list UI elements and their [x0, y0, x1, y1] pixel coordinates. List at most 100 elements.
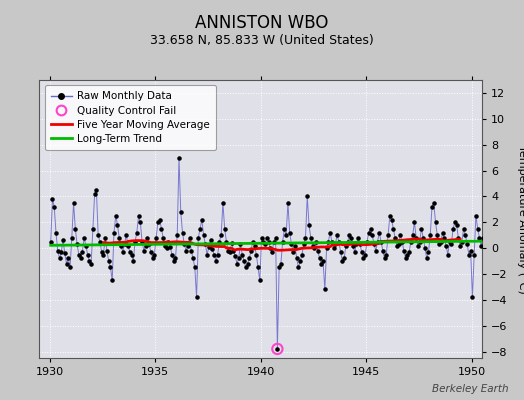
Point — [175, 154, 183, 161]
Point — [250, 242, 259, 249]
Point — [256, 277, 264, 284]
Point — [280, 226, 289, 232]
Point — [162, 245, 171, 251]
Point — [83, 251, 92, 258]
Point — [333, 232, 341, 238]
Point — [157, 226, 166, 232]
Point — [395, 241, 403, 248]
Point — [227, 240, 236, 246]
Point — [131, 238, 139, 245]
Point — [447, 241, 455, 248]
Point — [212, 258, 220, 264]
Point — [491, 238, 499, 245]
Point — [401, 255, 410, 262]
Point — [487, 251, 496, 258]
Point — [384, 232, 392, 238]
Point — [375, 229, 384, 236]
Point — [48, 196, 57, 202]
Point — [243, 260, 252, 267]
Point — [294, 264, 303, 271]
Point — [182, 248, 190, 254]
Point — [185, 234, 194, 241]
Point — [449, 226, 457, 232]
Point — [192, 294, 201, 300]
Point — [463, 241, 471, 248]
Point — [303, 193, 311, 200]
Point — [143, 234, 151, 241]
Point — [391, 234, 399, 241]
Point — [444, 251, 452, 258]
Point — [133, 229, 141, 236]
Point — [410, 219, 419, 226]
Point — [238, 251, 246, 258]
Point — [421, 245, 429, 251]
Point — [482, 229, 490, 236]
Point — [466, 248, 475, 254]
Point — [235, 255, 243, 262]
Point — [219, 200, 227, 206]
Point — [166, 244, 174, 250]
Point — [409, 232, 417, 238]
Point — [82, 242, 90, 249]
Point — [278, 238, 287, 245]
Point — [59, 237, 67, 244]
Point — [361, 251, 369, 258]
Point — [277, 260, 285, 267]
Point — [324, 238, 333, 245]
Point — [196, 226, 204, 232]
Text: Berkeley Earth: Berkeley Earth — [432, 384, 508, 394]
Point — [286, 229, 294, 236]
Point — [387, 216, 396, 223]
Point — [104, 258, 113, 264]
Point — [112, 212, 120, 219]
Point — [440, 234, 449, 241]
Point — [115, 234, 124, 241]
Point — [259, 238, 268, 245]
Point — [310, 245, 319, 251]
Point — [396, 232, 405, 238]
Point — [91, 190, 99, 197]
Point — [150, 251, 159, 258]
Point — [57, 249, 66, 255]
Point — [301, 234, 310, 241]
Point — [321, 286, 329, 293]
Point — [442, 242, 450, 249]
Point — [386, 212, 394, 219]
Point — [422, 255, 431, 262]
Point — [424, 249, 433, 255]
Point — [380, 255, 389, 262]
Point — [94, 232, 102, 238]
Point — [271, 234, 280, 241]
Point — [240, 258, 248, 264]
Point — [315, 255, 324, 262]
Point — [266, 245, 275, 251]
Point — [77, 255, 85, 262]
Point — [136, 219, 145, 226]
Point — [412, 234, 420, 241]
Point — [351, 249, 359, 255]
Point — [312, 238, 320, 245]
Point — [292, 255, 301, 262]
Point — [215, 238, 224, 245]
Point — [66, 264, 74, 271]
Point — [326, 229, 334, 236]
Point — [365, 229, 373, 236]
Point — [335, 238, 343, 245]
Point — [80, 234, 89, 241]
Point — [113, 222, 122, 228]
Point — [248, 238, 257, 245]
Point — [177, 209, 185, 215]
Point — [407, 238, 415, 245]
Point — [52, 229, 60, 236]
Point — [392, 242, 401, 249]
Point — [200, 232, 208, 238]
Point — [439, 229, 447, 236]
Point — [493, 226, 501, 232]
Point — [270, 238, 278, 245]
Point — [372, 248, 380, 254]
Point — [242, 264, 250, 271]
Point — [118, 249, 127, 255]
Point — [452, 222, 461, 228]
Point — [354, 234, 363, 241]
Point — [231, 253, 239, 259]
